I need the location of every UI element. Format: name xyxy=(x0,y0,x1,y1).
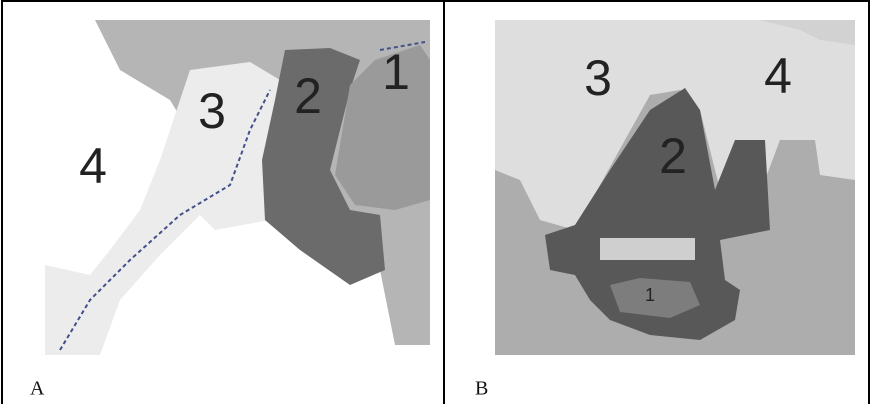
region-number: 3 xyxy=(198,83,226,139)
figure: 4 3 2 1 A 3 4 2 1 B xyxy=(0,0,871,404)
region-number: 4 xyxy=(79,138,107,194)
map-b: 3 4 2 1 xyxy=(495,20,855,355)
panel-label: B xyxy=(475,378,488,400)
region-number: 1 xyxy=(382,44,410,100)
region-number: 2 xyxy=(659,128,687,184)
building xyxy=(600,238,695,260)
map-a: 4 3 2 1 xyxy=(45,20,430,355)
region-number: 2 xyxy=(294,68,322,124)
region-number: 4 xyxy=(764,48,792,104)
panel-label: A xyxy=(30,378,45,400)
region-number: 3 xyxy=(584,50,612,106)
region-number: 1 xyxy=(645,285,655,305)
